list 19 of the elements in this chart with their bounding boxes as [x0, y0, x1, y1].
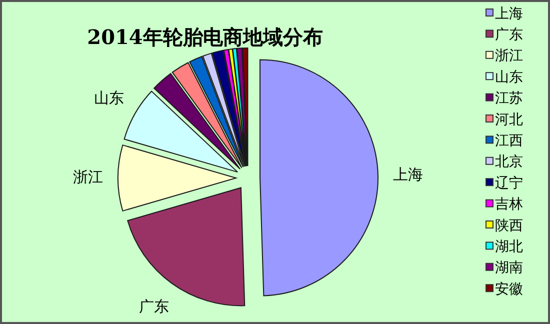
legend-label: 上海: [495, 6, 523, 22]
legend-label: 吉林: [495, 196, 523, 213]
legend-label: 河北: [495, 112, 523, 128]
legend-label: 浙江: [495, 48, 523, 64]
legend-label: 广东: [495, 27, 523, 44]
slice-label: 浙江: [73, 168, 103, 186]
legend-label: 北京: [495, 154, 523, 170]
legend-label: 江苏: [495, 90, 523, 107]
text: 2014年轮胎电商地域分布: [87, 25, 323, 49]
legend-label: 辽宁: [495, 175, 523, 192]
slice-label: 广东: [138, 298, 169, 316]
legend-label: 江西: [495, 133, 523, 150]
legend-label: 山东: [495, 69, 523, 86]
legend-label: 陕西: [495, 218, 523, 234]
legend-label: 湖南: [495, 260, 523, 276]
slice-label: 上海: [392, 166, 423, 184]
legend-label: 湖北: [495, 239, 523, 256]
legend-label: 安徽: [495, 281, 523, 298]
slice-label: 山东: [94, 88, 124, 107]
